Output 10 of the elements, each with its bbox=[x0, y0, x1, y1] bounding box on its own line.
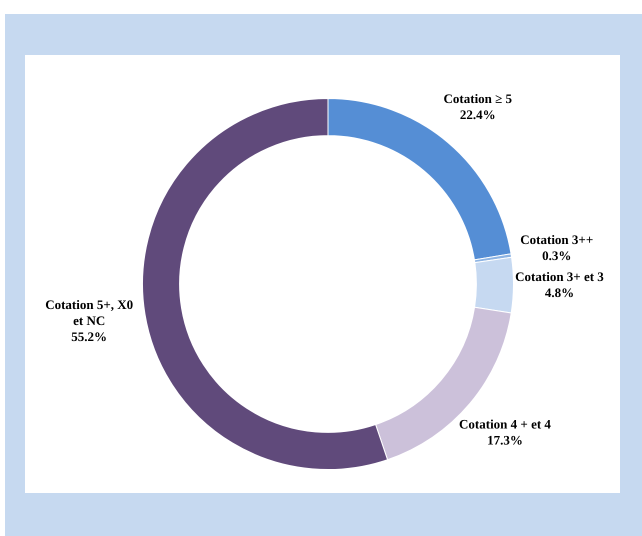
data-label: 55.2% bbox=[71, 329, 108, 344]
slice-label: Cotation 3+ et 3 bbox=[515, 268, 604, 284]
data-label: 17.3% bbox=[487, 432, 523, 448]
slice-label: Cotation 3++ bbox=[520, 232, 594, 247]
slice-label: Cotation ≥ 5 bbox=[444, 90, 513, 106]
slice-label: Cotation 4 + et 4 bbox=[459, 416, 552, 432]
data-label: 0.3% bbox=[542, 248, 572, 263]
slice-label: Cotation 5+, X0 et NC bbox=[45, 297, 134, 328]
data-label: 4.8% bbox=[544, 284, 574, 300]
data-label: 22.4% bbox=[460, 106, 496, 122]
